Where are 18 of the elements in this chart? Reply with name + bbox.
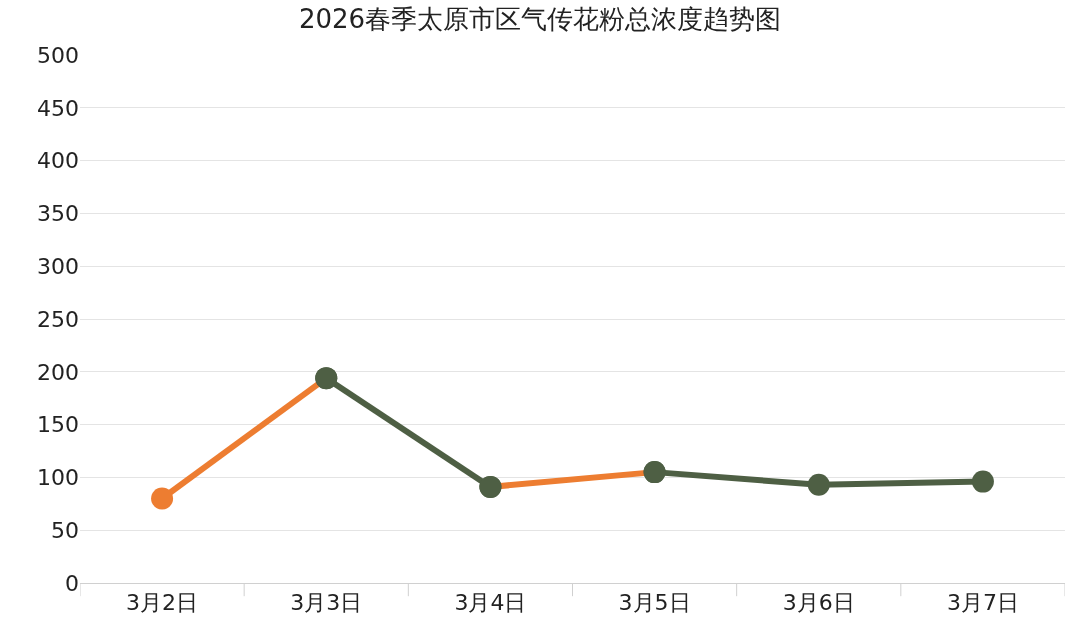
chart-title: 2026春季太原市区气传花粉总浓度趋势图 <box>298 3 782 34</box>
y-tick-label: 450 <box>37 95 79 121</box>
x-tick-label: 3月6日 <box>782 590 855 616</box>
y-tick-label: 350 <box>37 201 79 227</box>
x-tick-label: 3月5日 <box>618 590 691 616</box>
y-tick-label: 50 <box>51 517 79 543</box>
y-tick-label: 300 <box>37 253 79 279</box>
y-tick-label: 150 <box>37 412 79 438</box>
x-tick-label: 3月3日 <box>290 590 363 616</box>
y-tick-label: 500 <box>37 42 79 68</box>
x-tick-label: 3月7日 <box>946 590 1019 616</box>
y-tick-label: 400 <box>37 148 79 174</box>
y-tick-label: 100 <box>37 465 79 491</box>
y-tick-label: 0 <box>65 570 79 596</box>
y-tick-label: 200 <box>37 359 79 385</box>
x-tick-label: 3月4日 <box>454 590 527 616</box>
y-tick-label: 250 <box>37 306 79 332</box>
x-tick-label: 3月2日 <box>126 590 199 616</box>
